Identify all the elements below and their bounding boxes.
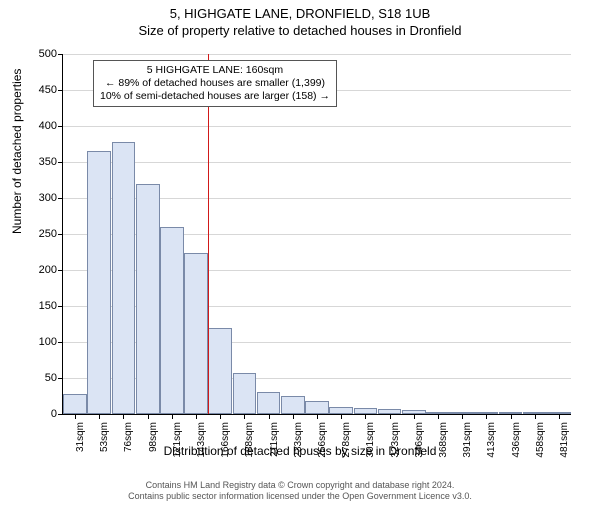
annotation-line1: 5 HIGHGATE LANE: 160sqm xyxy=(100,64,330,77)
footer-line1: Contains HM Land Registry data © Crown c… xyxy=(0,480,600,491)
x-tick-mark xyxy=(123,414,124,419)
footer-attribution: Contains HM Land Registry data © Crown c… xyxy=(0,480,600,502)
histogram-bar xyxy=(63,394,87,414)
gridline xyxy=(63,54,571,55)
y-tick-mark xyxy=(58,306,63,307)
y-tick-mark xyxy=(58,270,63,271)
histogram-bar xyxy=(160,227,184,414)
x-tick-mark xyxy=(196,414,197,419)
x-tick-mark xyxy=(559,414,560,419)
x-tick-mark xyxy=(244,414,245,419)
y-tick-mark xyxy=(58,198,63,199)
x-tick-mark xyxy=(438,414,439,419)
annotation-line3: 10% of semi-detached houses are larger (… xyxy=(100,90,330,103)
histogram-chart: 05010015020025030035040045050031sqm53sqm… xyxy=(62,54,571,415)
x-axis-label: Distribution of detached houses by size … xyxy=(0,444,600,458)
y-tick-label: 400 xyxy=(25,120,57,132)
y-tick-label: 300 xyxy=(25,192,57,204)
y-tick-label: 450 xyxy=(25,84,57,96)
histogram-bar xyxy=(87,151,111,414)
y-tick-mark xyxy=(58,378,63,379)
y-tick-label: 0 xyxy=(25,408,57,420)
annotation-box: 5 HIGHGATE LANE: 160sqm← 89% of detached… xyxy=(93,60,337,107)
y-tick-label: 150 xyxy=(25,300,57,312)
y-tick-label: 100 xyxy=(25,336,57,348)
y-axis-label: Number of detached properties xyxy=(10,69,24,234)
page-title-subtitle: Size of property relative to detached ho… xyxy=(0,23,600,38)
x-tick-mark xyxy=(269,414,270,419)
histogram-bar xyxy=(184,253,208,414)
x-tick-mark xyxy=(293,414,294,419)
histogram-bar xyxy=(329,407,353,414)
x-tick-mark xyxy=(511,414,512,419)
x-tick-mark xyxy=(341,414,342,419)
annotation-line2: ← 89% of detached houses are smaller (1,… xyxy=(100,77,330,90)
y-tick-label: 50 xyxy=(25,372,57,384)
x-tick-mark xyxy=(99,414,100,419)
x-tick-mark xyxy=(486,414,487,419)
x-tick-mark xyxy=(365,414,366,419)
histogram-bar xyxy=(136,184,160,414)
histogram-bar xyxy=(112,142,136,414)
page-title-address: 5, HIGHGATE LANE, DRONFIELD, S18 1UB xyxy=(0,6,600,21)
x-tick-mark xyxy=(220,414,221,419)
y-tick-mark xyxy=(58,234,63,235)
x-tick-mark xyxy=(317,414,318,419)
histogram-bar xyxy=(257,392,281,414)
x-tick-mark xyxy=(148,414,149,419)
x-tick-mark xyxy=(390,414,391,419)
reference-line xyxy=(208,54,209,414)
x-tick-mark xyxy=(535,414,536,419)
x-tick-mark xyxy=(414,414,415,419)
gridline xyxy=(63,162,571,163)
x-tick-mark xyxy=(75,414,76,419)
x-tick-mark xyxy=(462,414,463,419)
y-tick-label: 500 xyxy=(25,48,57,60)
footer-line2: Contains public sector information licen… xyxy=(0,491,600,502)
histogram-bar xyxy=(281,396,305,414)
y-tick-label: 250 xyxy=(25,228,57,240)
histogram-bar xyxy=(305,401,329,414)
y-tick-mark xyxy=(58,342,63,343)
gridline xyxy=(63,126,571,127)
y-tick-mark xyxy=(58,162,63,163)
y-tick-mark xyxy=(58,414,63,415)
y-tick-label: 200 xyxy=(25,264,57,276)
histogram-bar xyxy=(208,328,232,414)
y-tick-label: 350 xyxy=(25,156,57,168)
y-tick-mark xyxy=(58,54,63,55)
y-tick-mark xyxy=(58,90,63,91)
x-tick-mark xyxy=(172,414,173,419)
histogram-bar xyxy=(233,373,257,414)
y-tick-mark xyxy=(58,126,63,127)
